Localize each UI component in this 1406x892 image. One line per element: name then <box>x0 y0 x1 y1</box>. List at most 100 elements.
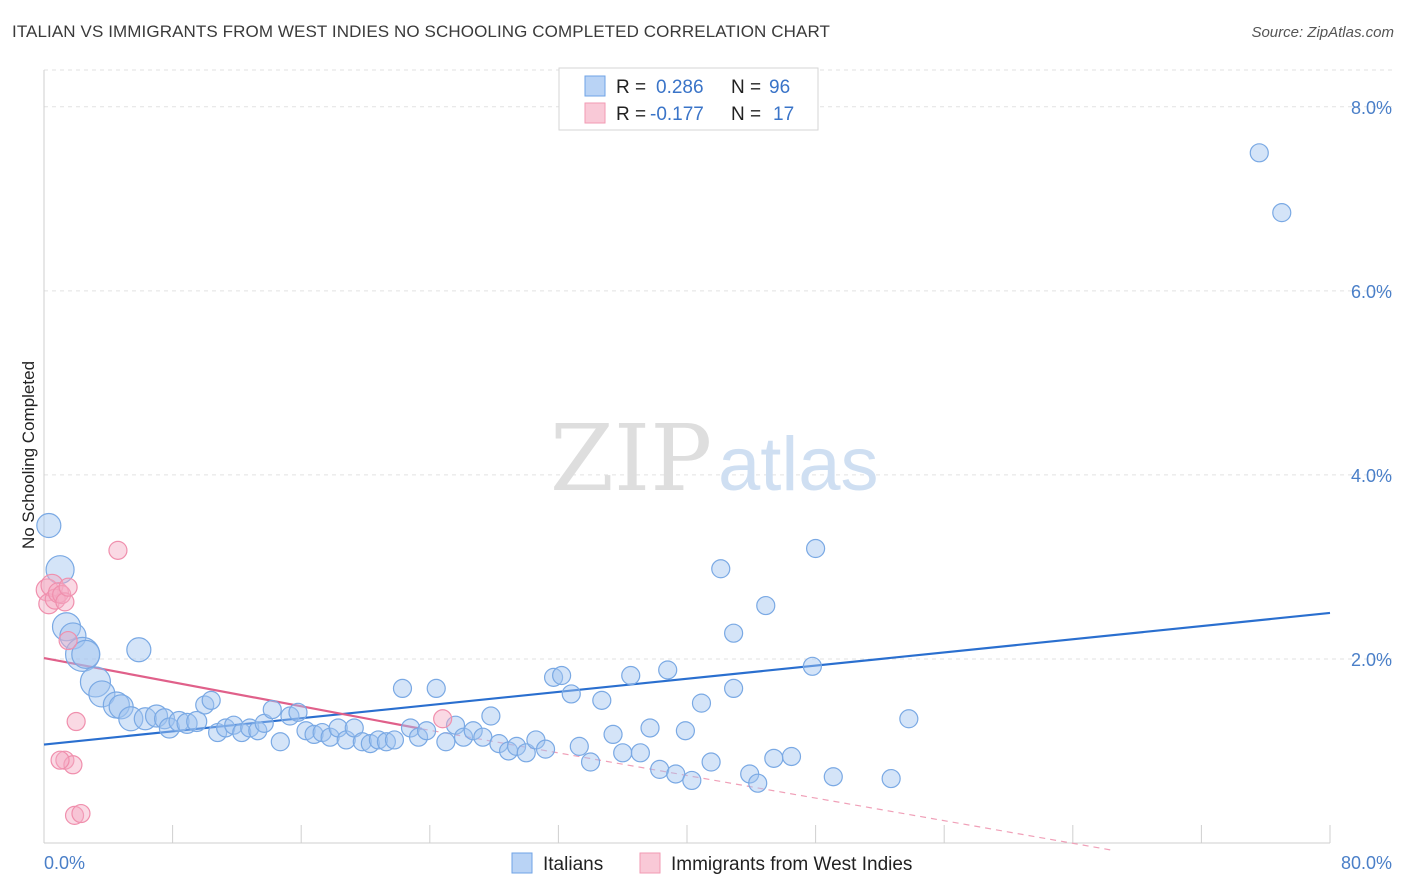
west-indies-point <box>433 709 453 729</box>
bottom-legend-italians: Italians <box>543 854 603 875</box>
west-indies-point <box>64 805 85 825</box>
italians-point <box>899 709 919 729</box>
bottom-legend-west-indies: Immigrants from West Indies <box>671 854 912 875</box>
italians-point <box>603 724 623 745</box>
italians-point <box>691 693 712 713</box>
italians-point <box>701 752 721 772</box>
italians-point <box>650 759 670 779</box>
italians-point <box>168 710 190 733</box>
italians-trend-line <box>43 611 1331 746</box>
watermark: ZIP atlas <box>550 405 879 512</box>
legend-r-label-1: R = <box>616 77 646 98</box>
italians-point <box>384 730 405 750</box>
y-tick-label: 2.0% <box>1351 650 1392 670</box>
west-indies-trend-extension <box>421 728 1114 851</box>
italians-point <box>682 770 702 791</box>
italians-point <box>126 637 152 663</box>
italians-point <box>675 721 695 741</box>
italians-point <box>569 736 589 756</box>
y-axis-label: No Schooling Completed <box>19 361 38 549</box>
italians-point <box>416 721 437 741</box>
legend-n-label-2: N = <box>731 104 761 125</box>
italians-point <box>535 739 556 759</box>
italians-point <box>473 727 493 747</box>
italians-point <box>262 699 282 720</box>
italians-point <box>1249 143 1269 163</box>
italians-point <box>823 767 843 787</box>
italians-point <box>118 706 144 732</box>
legend-swatch-italians <box>584 75 606 97</box>
italians-point <box>248 721 268 741</box>
italians-point <box>304 724 324 745</box>
italians-point <box>805 538 826 559</box>
italians-point <box>224 715 244 735</box>
y-tick-label: 4.0% <box>1351 466 1392 486</box>
italians-point <box>36 512 62 539</box>
trend-lines <box>43 611 1331 851</box>
italians-point <box>658 660 678 680</box>
chart-source: Source: ZipAtlas.com <box>1251 24 1394 41</box>
legend-swatch-west-indies <box>584 102 606 124</box>
watermark-atlas: atlas <box>718 422 879 507</box>
west-indies-point <box>63 755 83 775</box>
italians-point <box>453 727 474 747</box>
legend-n-value-1: 96 <box>769 77 790 98</box>
correlation-legend: R = 0.286 N = 96 R = -0.177 N = 17 <box>558 67 819 131</box>
west-indies-trend-line <box>43 656 422 730</box>
legend-n-label-1: N = <box>731 77 761 98</box>
italians-point <box>748 773 768 793</box>
west-indies-points <box>35 540 453 825</box>
italians-point <box>88 680 116 708</box>
italians-point <box>781 746 802 767</box>
italians-point <box>613 743 633 763</box>
italians-point <box>516 743 536 763</box>
italians-point <box>561 684 581 704</box>
italians-point <box>764 748 784 768</box>
west-indies-point <box>66 711 86 732</box>
west-indies-point <box>50 750 70 770</box>
legend-r-value-1: 0.286 <box>656 77 704 98</box>
italians-point <box>71 639 101 669</box>
chart-title: ITALIAN VS IMMIGRANTS FROM WEST INDIES N… <box>12 22 831 41</box>
italians-point <box>481 706 501 726</box>
west-indies-point <box>108 540 128 560</box>
y-tick-label: 6.0% <box>1351 282 1392 302</box>
x-tick-label: 80.0% <box>1341 853 1392 873</box>
italians-point <box>288 702 308 722</box>
italians-point <box>201 690 221 710</box>
italians-point <box>392 678 413 699</box>
series-legend: Italians Immigrants from West Indies <box>511 852 912 875</box>
italians-point <box>463 721 483 741</box>
bottom-legend-swatch-italians <box>511 852 533 874</box>
italians-point <box>352 732 372 752</box>
italians-point <box>724 623 744 643</box>
west-indies-point <box>58 630 78 651</box>
italians-point <box>376 732 396 752</box>
italians-point <box>1272 203 1292 223</box>
italians-point <box>630 743 650 763</box>
italians-point <box>592 690 612 710</box>
legend-r-label-2: R = <box>616 104 646 125</box>
y-tick-label: 8.0% <box>1351 98 1392 118</box>
italians-point <box>186 710 208 733</box>
tick-labels: 2.0% 4.0% 6.0% 8.0% 0.0% 80.0% <box>44 98 1392 873</box>
italians-point <box>756 595 776 616</box>
axes <box>43 70 1331 844</box>
italians-points <box>36 143 1292 793</box>
italians-point <box>507 736 527 756</box>
italians-point <box>881 768 901 789</box>
legend-r-value-2: -0.177 <box>650 104 704 125</box>
italians-point <box>666 764 686 784</box>
west-indies-point <box>55 592 75 612</box>
x-tick-label: 0.0% <box>44 853 85 873</box>
italians-point <box>552 665 572 686</box>
italians-point <box>543 667 564 687</box>
watermark-zip: ZIP <box>550 405 712 512</box>
italians-point <box>270 732 290 752</box>
west-indies-point <box>71 803 91 824</box>
italians-point <box>368 730 388 750</box>
bottom-legend-swatch-west-indies <box>639 852 661 874</box>
italians-point <box>724 678 744 699</box>
legend-n-value-2: 17 <box>773 104 794 125</box>
